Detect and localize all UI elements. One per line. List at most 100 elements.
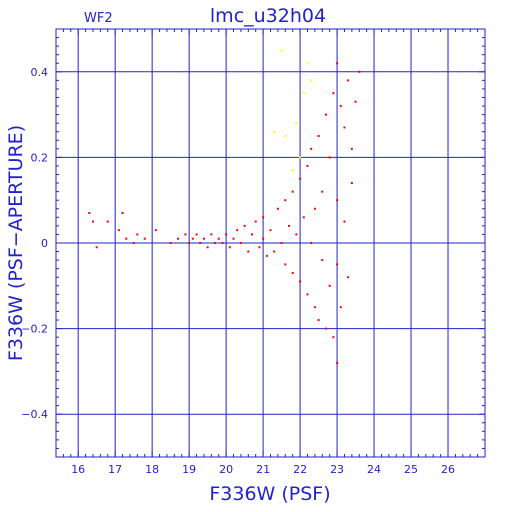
data-point <box>310 79 313 82</box>
data-point <box>169 242 172 244</box>
data-point <box>350 147 353 150</box>
data-point <box>284 135 287 137</box>
data-point <box>136 233 139 236</box>
data-point <box>313 207 316 210</box>
y-tick-label: 0.2 <box>31 151 49 164</box>
data-point <box>291 169 294 172</box>
data-point <box>214 242 217 244</box>
data-point <box>347 79 350 82</box>
data-points <box>88 49 361 364</box>
data-point <box>206 246 209 249</box>
data-point <box>321 190 324 193</box>
data-point <box>88 212 91 215</box>
grid <box>56 29 485 457</box>
x-tick-label: 19 <box>182 463 196 476</box>
data-point <box>324 327 327 330</box>
data-point <box>95 246 98 249</box>
data-point <box>306 164 309 167</box>
data-point <box>191 237 194 240</box>
data-point <box>280 242 283 244</box>
y-tick-label: −0.4 <box>21 408 48 421</box>
data-point <box>295 122 298 125</box>
data-point <box>284 199 287 202</box>
chip-label: WF2 <box>84 11 113 26</box>
data-point <box>299 177 302 180</box>
data-point <box>336 62 339 65</box>
y-tick-label: 0.4 <box>31 66 49 79</box>
data-point <box>336 263 339 266</box>
x-tick-label: 20 <box>219 463 233 476</box>
data-point <box>321 259 324 262</box>
data-point <box>299 280 302 283</box>
x-tick-labels: 16 17 18 19 20 21 22 23 24 25 26 <box>71 463 455 476</box>
y-axis-title: F336W (PSF−APERTURE) <box>5 125 27 361</box>
x-tick-label: 25 <box>404 463 418 476</box>
data-point <box>184 233 187 236</box>
data-point <box>280 49 283 52</box>
data-point <box>317 319 320 322</box>
data-point <box>299 156 302 159</box>
x-tick-label: 17 <box>108 463 122 476</box>
data-point <box>302 92 305 95</box>
data-point <box>202 237 205 240</box>
data-point <box>306 293 309 296</box>
data-point <box>243 224 246 227</box>
y-tick-label: 0 <box>41 237 48 250</box>
data-point <box>350 182 353 185</box>
x-tick-label: 24 <box>367 463 381 476</box>
data-point <box>273 130 276 133</box>
data-point <box>117 229 120 232</box>
data-point <box>254 220 257 223</box>
x-tick-label: 16 <box>71 463 85 476</box>
plot-title: lmc_u32h04 <box>210 5 326 27</box>
data-point <box>284 263 287 266</box>
x-tick-label: 18 <box>145 463 159 476</box>
data-point <box>262 237 265 240</box>
data-point <box>291 271 294 274</box>
data-point <box>236 229 239 232</box>
data-point <box>265 254 268 257</box>
data-point <box>177 237 180 240</box>
y-tick-labels: −0.4 −0.2 0 0.2 0.4 <box>21 66 48 421</box>
data-point <box>232 237 235 240</box>
data-point <box>317 135 320 137</box>
data-point <box>302 216 305 219</box>
data-point <box>306 62 309 65</box>
data-point <box>313 306 316 309</box>
data-point <box>262 216 265 219</box>
data-point <box>251 233 254 236</box>
data-point <box>125 237 128 240</box>
data-point <box>199 242 202 244</box>
data-point <box>132 242 135 244</box>
ticks <box>55 28 486 458</box>
data-point <box>328 284 331 287</box>
data-point <box>276 207 279 210</box>
data-point <box>339 306 342 309</box>
data-point <box>188 242 191 244</box>
data-point <box>347 276 350 279</box>
data-point <box>354 100 357 103</box>
data-point <box>310 147 313 150</box>
x-tick-label: 22 <box>293 463 307 476</box>
data-point <box>269 229 272 232</box>
data-point <box>358 70 361 73</box>
data-point <box>106 220 109 223</box>
data-point <box>343 126 346 129</box>
data-point <box>225 233 228 236</box>
data-point <box>195 233 198 236</box>
data-point <box>228 246 231 249</box>
data-point <box>328 156 331 159</box>
x-tick-label: 21 <box>256 463 270 476</box>
data-point <box>143 237 146 240</box>
data-point <box>343 220 346 223</box>
data-point <box>336 361 339 364</box>
y-tick-label: −0.2 <box>21 323 48 336</box>
data-point <box>247 250 250 253</box>
data-point <box>332 92 335 95</box>
data-point <box>210 233 213 236</box>
data-point <box>295 233 298 236</box>
data-point <box>339 105 342 108</box>
data-point <box>221 242 224 244</box>
data-point <box>217 237 220 240</box>
data-point <box>291 190 294 193</box>
